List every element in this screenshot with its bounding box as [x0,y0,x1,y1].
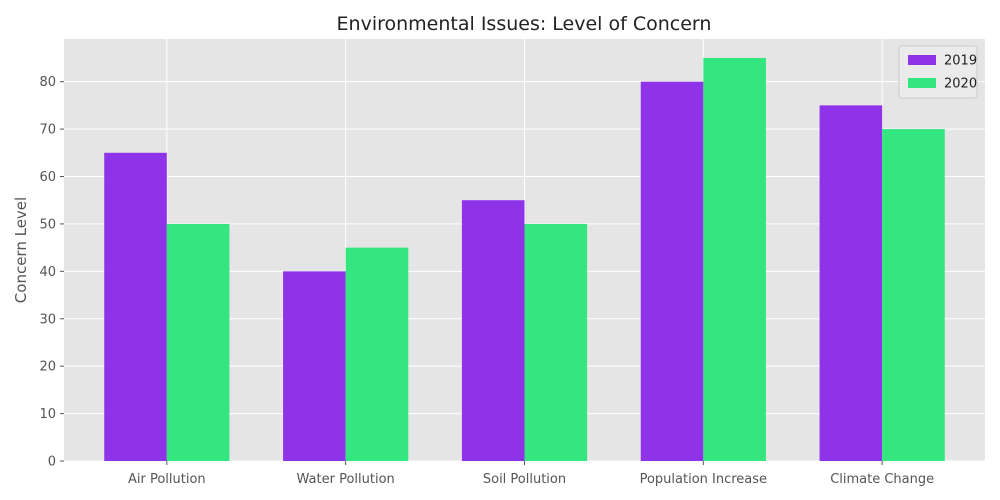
bar-2019-soil-pollution [461,200,525,461]
y-tick-label: 60 [39,170,56,185]
bar-2019-air-pollution [104,152,167,461]
x-tick-label: Air Pollution [128,472,206,487]
x-axis-ticks: Air Pollution Water Pollution Soil Polluti… [128,461,934,487]
bar-2020-air-pollution [166,223,230,461]
y-tick-label: 80 [39,75,56,90]
bar-2020-population-increase [703,57,766,461]
x-tick-label: Water Pollution [297,472,395,487]
legend-label-2020: 2020 [944,77,977,92]
bar-2020-climate-change [882,129,945,461]
y-tick-label: 10 [39,407,56,422]
y-tick-label: 30 [39,312,56,327]
bar-2019-population-increase [640,81,704,461]
bars [104,57,945,461]
bar-2019-climate-change [819,105,883,461]
x-tick-label: Climate Change [830,472,934,487]
y-tick-label: 20 [39,360,56,375]
y-tick-label: 0 [48,455,56,470]
legend-swatch-2020 [908,78,936,88]
legend-label-2019: 2019 [944,54,977,69]
y-tick-label: 50 [39,217,56,232]
bar-2019-water-pollution [283,271,346,461]
y-axis-label: Concern Level [12,197,30,303]
y-tick-label: 40 [39,265,56,280]
chart-title: Environmental Issues: Level of Concern [337,13,712,35]
legend: 2019 2020 [898,45,978,99]
legend-swatch-2019 [908,55,936,65]
y-tick-label: 70 [39,123,56,138]
bar-2020-soil-pollution [524,223,588,461]
y-axis-ticks: 0 10 20 30 40 50 60 70 80 [39,75,64,470]
bar-2020-water-pollution [345,247,409,461]
x-tick-label: Population Increase [640,472,767,487]
x-tick-label: Soil Pollution [483,472,566,487]
